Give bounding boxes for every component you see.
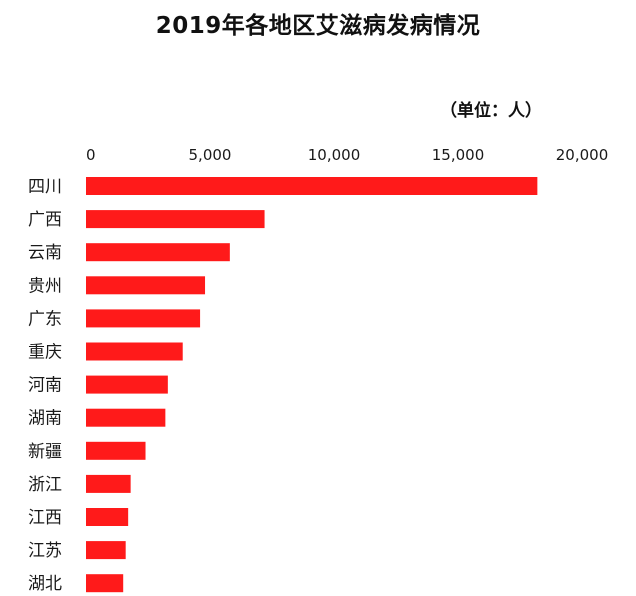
- category-label: 云南: [28, 243, 62, 263]
- category-label: 贵州: [28, 276, 62, 296]
- bar: [86, 309, 201, 328]
- category-label: 江苏: [28, 541, 62, 561]
- category-label: 新疆: [28, 442, 62, 462]
- category-label: 浙江: [28, 475, 62, 495]
- bar: [86, 276, 206, 295]
- x-tick-label: 5,000: [189, 146, 232, 164]
- category-label: 河南: [28, 376, 62, 396]
- category-label: 湖北: [28, 574, 62, 594]
- bar: [86, 243, 230, 262]
- bar: [86, 342, 183, 361]
- bar: [86, 210, 265, 229]
- bar: [86, 474, 131, 493]
- category-label: 湖南: [28, 409, 62, 429]
- category-label: 广西: [28, 210, 62, 230]
- x-tick-label: 15,000: [432, 146, 485, 164]
- bar: [86, 574, 124, 593]
- bar: [86, 375, 168, 394]
- chart-title: 2019年各地区艾滋病发病情况: [155, 13, 481, 39]
- x-tick-label: 10,000: [308, 146, 361, 164]
- category-label: 四川: [28, 177, 62, 197]
- unit-label: （单位：人）: [440, 101, 542, 121]
- category-label: 江西: [28, 508, 62, 528]
- x-tick-label: 0: [86, 146, 96, 164]
- bar: [86, 177, 538, 195]
- bars: [86, 177, 538, 593]
- category-label: 广东: [28, 309, 62, 329]
- category-label: 重庆: [28, 343, 62, 363]
- bar: [86, 441, 146, 460]
- x-axis-ticks: 0 5,000 10,000 15,000 20,000: [86, 146, 608, 164]
- bar: [86, 541, 126, 560]
- bar: [86, 508, 129, 526]
- bar: [86, 408, 166, 427]
- x-tick-label: 20,000: [556, 146, 609, 164]
